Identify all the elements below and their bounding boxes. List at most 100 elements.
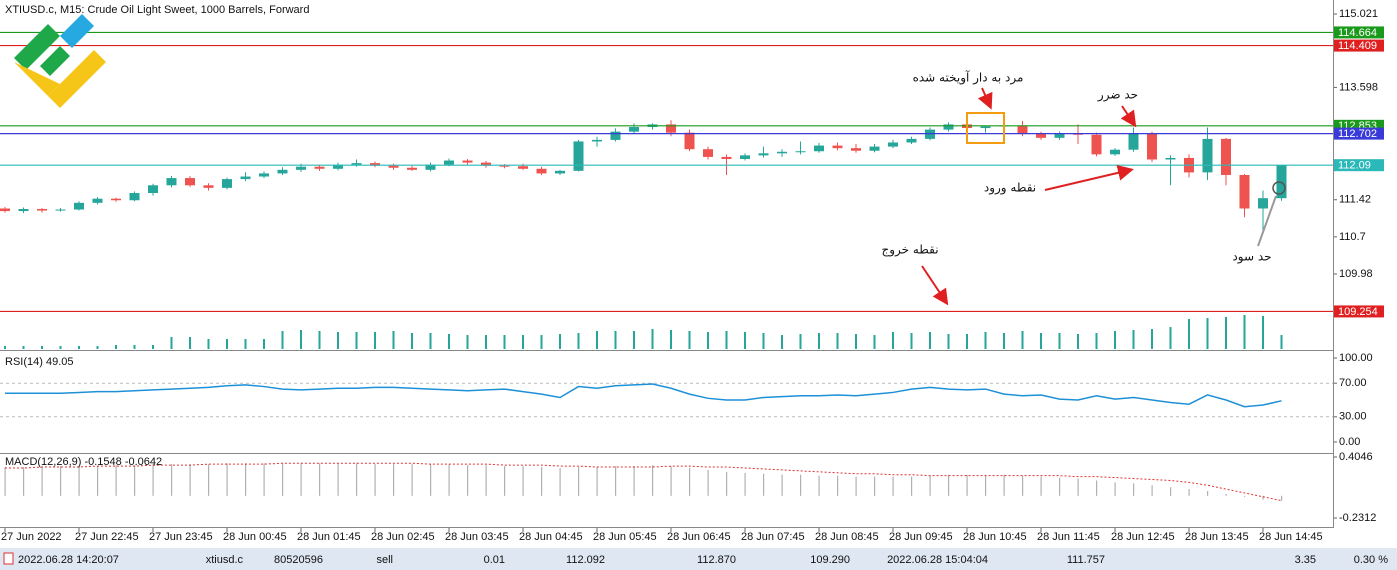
macd-bar: [467, 465, 469, 496]
candle-body: [851, 148, 861, 151]
volume-bar: [337, 332, 339, 349]
annotation: حد ضرر: [1097, 88, 1138, 103]
candle-body: [222, 179, 232, 188]
y-tick-label: 70.00: [1339, 377, 1367, 389]
status-icon: [3, 552, 14, 565]
macd-bar: [1170, 487, 1172, 496]
annotation: نقطه ورود: [984, 181, 1036, 196]
candle-body: [462, 160, 473, 163]
candle-body: [888, 142, 898, 147]
level-label: 114.409: [1338, 40, 1377, 52]
status-cell: 109.290: [810, 554, 850, 566]
status-bar-bg: [0, 548, 1397, 570]
candle-body: [1036, 133, 1046, 138]
rsi-line: [5, 383, 1282, 408]
volume-bar: [189, 337, 191, 349]
candle-body: [277, 169, 288, 174]
volume-bar: [448, 334, 450, 349]
candle-body: [203, 185, 214, 188]
level-label-bg: [1334, 305, 1384, 318]
volume-bar: [1225, 317, 1227, 349]
volume-bar: [781, 335, 783, 349]
status-cell: 111.757: [1067, 554, 1105, 566]
candle-body: [555, 170, 565, 174]
macd-bar: [448, 464, 450, 496]
candle-body: [55, 209, 66, 211]
macd-bar: [78, 466, 80, 496]
macd-bar: [1077, 478, 1079, 496]
annotation: مرد به دار آویخته شده: [913, 70, 1024, 86]
candle-body: [1073, 133, 1083, 135]
volume-bar: [762, 333, 765, 349]
macd-bar: [522, 466, 524, 496]
candle-body: [573, 141, 584, 171]
volume-bar: [300, 330, 302, 349]
macd-bar: [4, 467, 6, 496]
candle-body: [499, 165, 510, 167]
volume-bar: [355, 332, 358, 349]
level-label: 114.664: [1338, 27, 1377, 39]
volume-bar: [1095, 333, 1098, 349]
volume-bar: [1280, 335, 1283, 349]
candle-body: [111, 198, 121, 201]
macd-bar: [670, 466, 672, 496]
macd-bar: [1096, 480, 1098, 496]
volume-bar: [226, 339, 228, 349]
annotation: نقطه خروج: [881, 243, 938, 258]
y-tick-label: 111.42: [1339, 194, 1371, 206]
volume-bar: [115, 345, 117, 349]
status-cell: 112.870: [697, 554, 736, 566]
volume-bar: [78, 346, 80, 349]
status-cell: xtiusd.c: [206, 554, 244, 566]
macd-bar: [985, 474, 987, 496]
macd-bar: [41, 467, 43, 496]
y-tick-label: -0.2312: [1339, 512, 1376, 524]
candle-body: [0, 208, 10, 212]
macd-bar: [115, 465, 117, 496]
candle-body: [1202, 138, 1213, 173]
macd-bar: [23, 467, 25, 496]
target-circle: [1272, 181, 1286, 195]
volume-bar: [411, 333, 413, 349]
candle-body: [1258, 198, 1268, 209]
candle-body: [370, 163, 380, 166]
macd-bar: [411, 464, 413, 496]
volume-bar: [1243, 315, 1246, 349]
x-tick-label: 28 Jun 00:45: [223, 531, 287, 543]
volume-bar: [429, 333, 432, 349]
arrow: [977, 87, 993, 110]
status-cell: 80520596: [274, 554, 323, 566]
macd-bar: [541, 467, 543, 496]
candle-body: [980, 126, 991, 129]
candle-body: [1147, 133, 1157, 160]
macd-bar: [911, 476, 913, 496]
volume-bar: [41, 346, 43, 349]
macd-bar: [726, 471, 728, 496]
macd-bar: [319, 463, 321, 496]
x-tick-label: 28 Jun 10:45: [963, 531, 1027, 543]
candle-body: [1054, 133, 1065, 138]
candle-body: [721, 156, 732, 159]
candle-body: [333, 164, 343, 169]
volume-bar: [1132, 330, 1135, 349]
volume-bar: [1114, 331, 1116, 349]
x-tick-label: 28 Jun 07:45: [741, 531, 805, 543]
signal-line: [5, 462, 1282, 502]
macd-bar: [356, 463, 358, 496]
status-cell: 0.30 %: [1354, 554, 1388, 566]
volume-bar: [799, 334, 802, 349]
level-label-bg: [1334, 159, 1384, 172]
volume-bar: [281, 331, 284, 349]
volume-bar: [207, 339, 210, 349]
macd-bar: [97, 466, 99, 496]
candle-body: [684, 132, 695, 150]
volume-bar: [59, 346, 62, 349]
macd-bar: [855, 476, 857, 496]
x-tick-label: 28 Jun 02:45: [371, 531, 435, 543]
candle-body: [481, 162, 491, 166]
status-cell: 112.092: [566, 554, 605, 566]
candle-body: [906, 138, 917, 143]
volume-bar: [1151, 329, 1153, 349]
volume-bar: [966, 334, 968, 349]
macd-bar: [337, 463, 339, 496]
